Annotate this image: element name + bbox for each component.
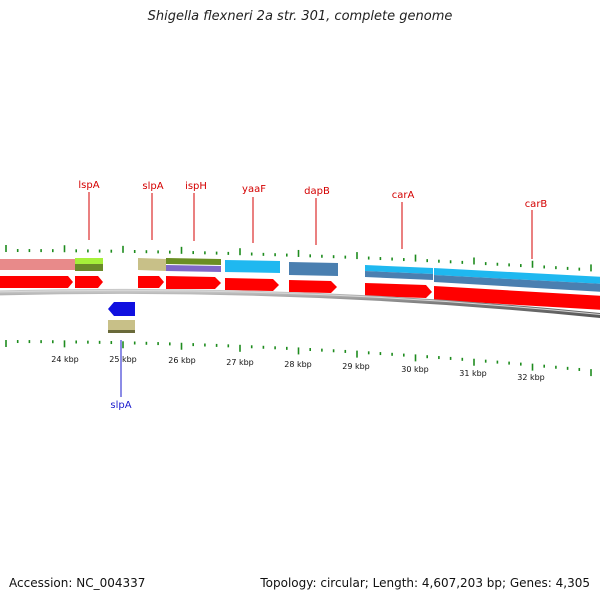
gene-label-isph: ispH [185,181,207,192]
feature-band [75,264,103,271]
feature-band [434,275,600,292]
cds-arrow [75,276,103,288]
scale-label: 25 kbp [109,355,137,364]
cds-arrow [0,276,73,288]
scale-label: 30 kbp [401,365,429,374]
gene-label-lspa: lspA [78,180,99,191]
feature-band [75,258,103,264]
cds-arrow [166,276,221,289]
gene-label-cara: carA [392,190,415,201]
scale-tick-marks [5,340,592,377]
gene-label-carb: carB [525,199,548,210]
map-title: Shigella flexneri 2a str. 301, complete … [147,9,453,24]
cds-arrow-reverse [108,302,135,316]
gene-label-slpa: slpA [142,181,163,192]
genome-backbone [0,288,600,319]
scale-label: 28 kbp [284,360,312,369]
feature-band [434,268,600,284]
gene-label-slpa-reverse: slpA [110,400,131,411]
genome-backbone-highlight [0,289,600,316]
gene-label-leaders [88,192,533,397]
feature-band [166,265,221,272]
feature-band [289,262,338,276]
scale-label: 24 kbp [51,355,79,364]
feature-band [365,271,433,280]
feature-band [108,330,135,333]
outer-tick-marks [5,245,592,272]
feature-band [166,258,221,265]
gene-label-dapb: dapB [304,186,330,197]
cds-arrow [434,286,600,310]
feature-band [138,258,166,271]
scale-labels: 24 kbp 25 kbp 26 kbp 27 kbp 28 kbp 29 kb… [51,355,545,382]
cds-arrow [138,276,164,288]
scale-label: 29 kbp [342,362,370,371]
feature-band [225,260,280,273]
scale-label: 26 kbp [168,356,196,365]
topology-label: Topology: circular; Length: 4,607,203 bp… [260,576,590,590]
gene-labels: lspA slpA ispH yaaF dapB carA carB slpA [78,180,547,411]
feature-band [0,259,75,270]
scale-label: 32 kbp [517,373,545,382]
gene-label-yaaf: yaaF [242,184,266,195]
cds-track-forward [0,276,600,310]
scale-label: 31 kbp [459,369,487,378]
cds-arrow [289,280,337,293]
cds-arrow [365,283,432,298]
cds-track-reverse [108,302,135,333]
accession-label: Accession: NC_004337 [9,576,146,590]
feature-track-upper [0,258,600,292]
cds-arrow [225,278,279,291]
feature-band [108,320,135,330]
scale-label: 27 kbp [226,358,254,367]
